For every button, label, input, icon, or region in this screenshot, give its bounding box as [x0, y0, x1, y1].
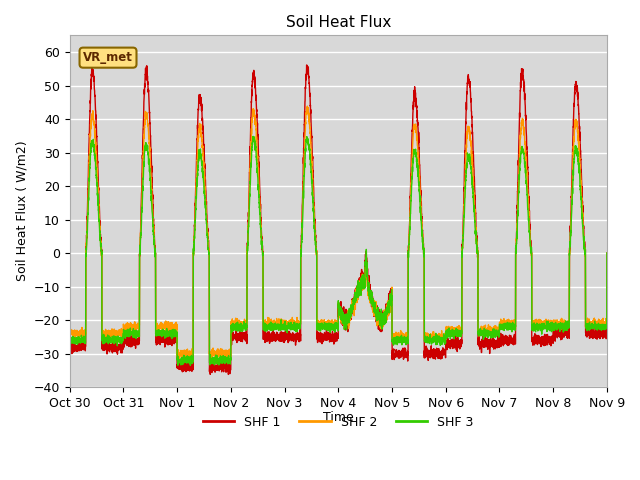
Line: SHF 1: SHF 1: [70, 65, 607, 374]
Line: SHF 3: SHF 3: [70, 136, 607, 365]
SHF 3: [603, 250, 611, 256]
SHF 1: [225, 372, 232, 377]
SHF 3: [249, 133, 257, 139]
SHF 2: [319, 323, 326, 328]
SHF 1: [319, 333, 326, 339]
SHF 3: [379, 312, 387, 318]
SHF 3: [476, 329, 483, 335]
Text: VR_met: VR_met: [83, 51, 133, 64]
SHF 1: [379, 322, 387, 328]
SHF 1: [273, 334, 280, 340]
SHF 2: [273, 319, 280, 324]
SHF 2: [476, 328, 483, 334]
SHF 1: [476, 340, 483, 346]
SHF 3: [319, 326, 326, 332]
SHF 2: [379, 311, 387, 317]
SHF 2: [394, 334, 401, 340]
SHF 2: [303, 103, 311, 109]
SHF 1: [84, 174, 92, 180]
Legend: SHF 1, SHF 2, SHF 3: SHF 1, SHF 2, SHF 3: [198, 410, 479, 433]
SHF 3: [394, 335, 401, 340]
Line: SHF 2: SHF 2: [70, 106, 607, 359]
SHF 1: [394, 350, 401, 356]
SHF 1: [603, 250, 611, 256]
SHF 1: [303, 62, 310, 68]
SHF 3: [84, 196, 92, 202]
SHF 2: [175, 356, 183, 362]
SHF 3: [273, 325, 280, 331]
Title: Soil Heat Flux: Soil Heat Flux: [285, 15, 391, 30]
X-axis label: Time: Time: [323, 411, 354, 424]
Y-axis label: Soil Heat Flux ( W/m2): Soil Heat Flux ( W/m2): [15, 141, 28, 281]
SHF 2: [66, 331, 74, 337]
SHF 2: [603, 250, 611, 256]
SHF 2: [84, 188, 92, 194]
SHF 3: [66, 335, 74, 340]
SHF 3: [186, 362, 194, 368]
SHF 1: [66, 339, 74, 345]
